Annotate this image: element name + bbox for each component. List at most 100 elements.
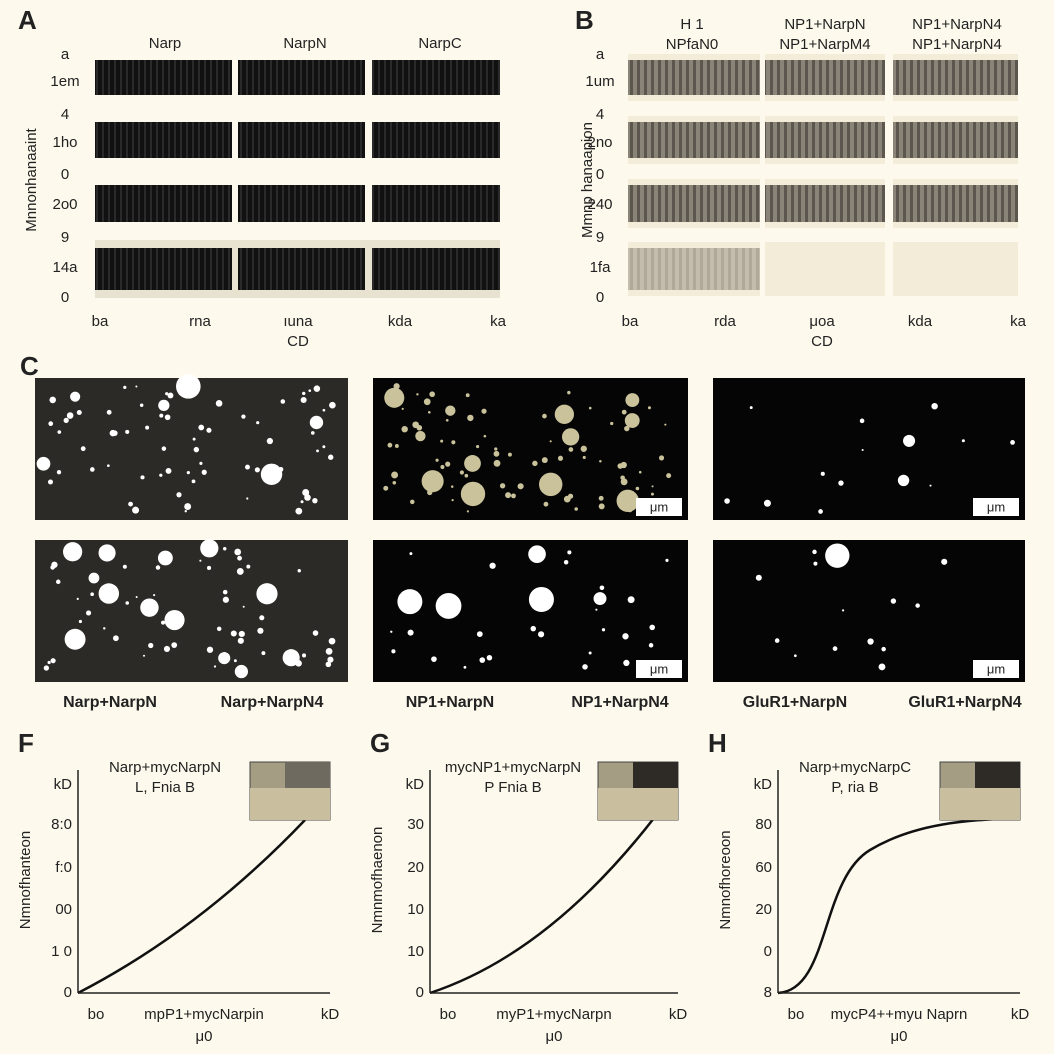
puncta: [561, 428, 580, 446]
puncta: [222, 546, 227, 551]
puncta: [593, 592, 607, 606]
puncta: [199, 461, 203, 465]
puncta: [440, 439, 444, 443]
y-tick-label: 8:0: [51, 816, 72, 833]
y-tick-label: kD: [54, 776, 73, 793]
blot-lane: [95, 122, 232, 158]
puncta: [300, 396, 307, 404]
puncta: [624, 425, 630, 432]
puncta: [557, 455, 564, 461]
puncta: [215, 400, 223, 407]
blot-lane: [765, 122, 885, 158]
puncta: [184, 503, 192, 511]
puncta: [466, 510, 469, 513]
scale-box: [973, 660, 1019, 678]
row-label: 9: [61, 229, 69, 246]
x-tick-label: rna: [189, 313, 211, 330]
y-tick-label: 1 0: [51, 943, 72, 960]
puncta: [650, 492, 654, 496]
puncta: [574, 507, 578, 511]
puncta: [931, 402, 938, 410]
puncta: [489, 562, 496, 569]
y-axis-label: Nmnofhanteon: [17, 831, 34, 929]
puncta: [309, 415, 324, 430]
puncta: [610, 421, 614, 426]
row-label: 4: [61, 106, 69, 123]
puncta: [164, 414, 171, 421]
puncta: [724, 498, 730, 504]
puncta: [88, 572, 100, 584]
puncta: [415, 430, 426, 442]
y-tick-label: 10: [407, 943, 424, 960]
puncta: [463, 665, 467, 669]
inset-cell: [285, 762, 330, 788]
x-axis-label: CD: [811, 333, 833, 350]
puncta: [658, 455, 665, 461]
scale-label: μm: [650, 499, 668, 514]
puncta: [278, 466, 284, 472]
puncta: [517, 483, 524, 490]
puncta: [409, 552, 413, 556]
puncta: [90, 592, 94, 597]
puncta: [567, 550, 572, 555]
puncta: [163, 645, 171, 653]
row-label: 4: [596, 106, 604, 123]
puncta: [80, 446, 86, 452]
puncta: [749, 406, 753, 410]
puncta: [394, 444, 399, 448]
blot-lane: [372, 122, 500, 158]
puncta: [622, 633, 629, 640]
puncta: [241, 414, 246, 419]
blot-lane: [95, 248, 232, 290]
row-label: 1fa: [590, 259, 612, 276]
puncta: [47, 660, 51, 665]
inset-title: P, ria B: [831, 779, 878, 796]
puncta: [427, 489, 433, 496]
puncta: [664, 423, 667, 426]
puncta: [139, 403, 144, 407]
puncta: [56, 470, 62, 475]
puncta: [627, 596, 635, 604]
inset-cell: [975, 762, 1020, 788]
puncta: [601, 628, 606, 632]
puncta: [266, 437, 274, 445]
puncta: [541, 457, 548, 464]
scale-label: μm: [987, 499, 1005, 514]
puncta: [878, 663, 886, 671]
puncta: [476, 445, 480, 449]
blot-lane: [238, 185, 365, 222]
puncta: [838, 480, 844, 486]
puncta: [135, 596, 138, 599]
y-tick-label: 10: [407, 901, 424, 918]
puncta: [242, 605, 245, 608]
x-axis-label: μ0: [196, 1028, 213, 1045]
y-tick-label: 0: [416, 984, 424, 1001]
inset-title: Narp+mycNarpN: [109, 759, 221, 776]
puncta: [47, 479, 53, 485]
column-title: NP1+NarpM4: [779, 36, 870, 53]
curve: [429, 789, 677, 995]
puncta: [580, 445, 587, 452]
puncta: [859, 418, 865, 424]
x-axis-label: CD: [287, 333, 309, 350]
blot-lane: [238, 60, 365, 95]
caption: Narp+NarpN: [63, 694, 157, 711]
column-title: Narp: [149, 35, 182, 52]
y-tick-label: 0: [764, 943, 772, 960]
y-tick-label: f:0: [55, 859, 72, 876]
y-axis-label: Mmnp hanaapion: [579, 122, 596, 238]
puncta: [90, 467, 95, 472]
puncta: [63, 417, 69, 423]
blot-lane: [372, 248, 500, 290]
puncta: [206, 646, 214, 653]
puncta: [820, 471, 825, 476]
puncta: [861, 448, 864, 452]
puncta: [528, 545, 546, 563]
puncta: [818, 509, 823, 514]
x-axis-label: μ0: [546, 1028, 563, 1045]
puncta: [125, 601, 129, 605]
puncta: [616, 489, 639, 512]
puncta: [312, 497, 318, 504]
puncta: [157, 550, 173, 566]
row-label: 1em: [50, 73, 79, 90]
